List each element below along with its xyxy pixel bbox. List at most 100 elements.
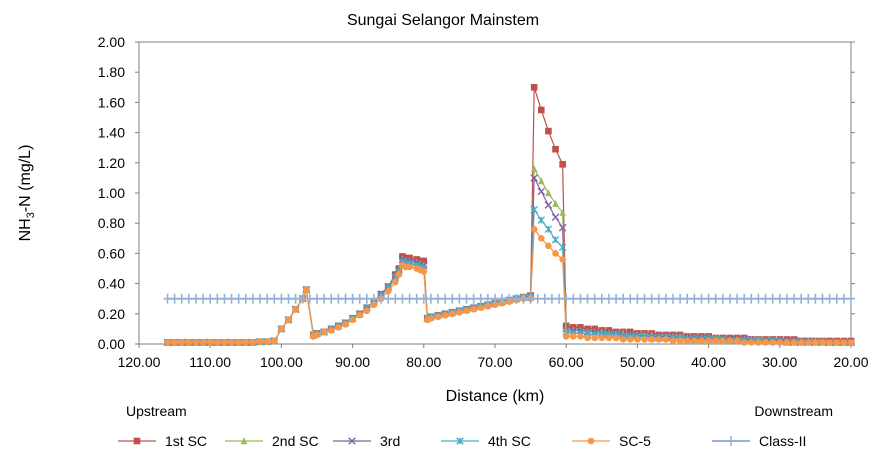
data-point — [369, 293, 378, 304]
series-3rd — [163, 174, 855, 347]
data-point — [348, 437, 356, 445]
y-tick-label: 0.40 — [98, 276, 125, 292]
series-line — [167, 207, 851, 344]
data-point — [537, 235, 545, 242]
data-point — [448, 310, 456, 318]
data-point — [544, 225, 553, 234]
data-point — [248, 293, 257, 304]
data-point — [370, 301, 378, 309]
data-point — [284, 293, 293, 304]
data-point — [755, 339, 762, 346]
data-point — [740, 293, 749, 304]
data-point — [412, 293, 421, 304]
data-point — [242, 339, 250, 346]
data-point — [342, 321, 349, 328]
legend-item: 3rd — [333, 433, 400, 449]
data-point — [587, 437, 595, 445]
data-point — [185, 339, 193, 346]
data-point — [655, 336, 663, 343]
data-point — [697, 293, 706, 304]
data-point — [537, 187, 546, 196]
data-point — [590, 293, 599, 304]
data-point — [683, 337, 691, 345]
data-point — [270, 337, 278, 345]
data-point — [559, 256, 566, 263]
data-point — [832, 293, 841, 304]
data-point — [419, 293, 428, 304]
data-point — [577, 333, 584, 340]
data-point — [626, 293, 635, 304]
data-point — [384, 293, 393, 304]
data-point — [552, 199, 559, 207]
data-point — [562, 293, 571, 304]
y-tick-label: 1.60 — [98, 94, 125, 110]
data-point — [327, 327, 335, 334]
data-point — [537, 177, 545, 185]
data-point — [470, 305, 477, 313]
data-point — [305, 293, 314, 304]
data-point — [292, 305, 299, 313]
data-point — [761, 293, 770, 304]
data-point — [171, 339, 178, 346]
data-point — [812, 339, 819, 346]
data-point — [240, 437, 248, 445]
data-point — [790, 293, 799, 304]
data-point — [313, 293, 321, 304]
y-tick-label: 1.80 — [98, 64, 125, 80]
data-point — [191, 293, 200, 304]
data-point — [406, 263, 413, 271]
data-point — [341, 293, 350, 304]
downstream-annotation: Downstream — [754, 403, 833, 419]
data-point — [519, 293, 528, 304]
data-point — [530, 84, 538, 91]
data-point — [477, 304, 485, 312]
data-point — [847, 293, 855, 304]
legend-item: 1st SC — [118, 433, 207, 449]
data-point — [285, 316, 292, 324]
data-point — [220, 293, 229, 304]
data-point — [320, 328, 328, 336]
data-point — [705, 337, 712, 345]
data-point — [170, 293, 179, 304]
series-4th-sc — [163, 205, 855, 347]
data-point — [356, 312, 364, 319]
legend-label: 4th SC — [488, 433, 531, 449]
data-point — [797, 339, 805, 346]
chart-title: Sungai Selangor Mainstem — [347, 12, 539, 29]
data-point — [362, 293, 371, 304]
x-axis-ticks: 120.00 110.00 100.00 90.00 80.00 70.00 60.00 50… — [118, 344, 869, 370]
data-point — [726, 337, 734, 345]
data-point — [427, 315, 435, 322]
series-line — [167, 166, 851, 344]
data-point — [558, 223, 567, 232]
data-point — [355, 293, 364, 304]
data-point — [748, 339, 755, 346]
data-point — [819, 339, 826, 346]
y-tick-label: 1.20 — [98, 155, 125, 171]
data-point — [177, 293, 186, 304]
data-point — [533, 293, 542, 304]
data-point — [691, 337, 698, 345]
data-point — [303, 286, 310, 293]
data-point — [569, 293, 578, 304]
legend-label: 2nd SC — [272, 433, 319, 449]
data-point — [825, 293, 834, 304]
data-point — [775, 293, 784, 304]
x-tick-label: 50.00 — [620, 354, 655, 370]
data-point — [178, 339, 186, 346]
data-point — [512, 293, 521, 304]
data-point — [612, 334, 620, 342]
data-point — [476, 293, 485, 304]
data-point — [491, 293, 499, 304]
data-point — [391, 293, 400, 304]
data-point — [676, 337, 684, 345]
data-point — [839, 293, 848, 304]
data-point — [591, 334, 598, 342]
data-point — [718, 293, 727, 304]
data-point — [349, 316, 356, 324]
data-point — [537, 216, 546, 224]
data-point — [163, 293, 172, 304]
data-point — [384, 287, 392, 295]
data-point — [544, 201, 553, 209]
